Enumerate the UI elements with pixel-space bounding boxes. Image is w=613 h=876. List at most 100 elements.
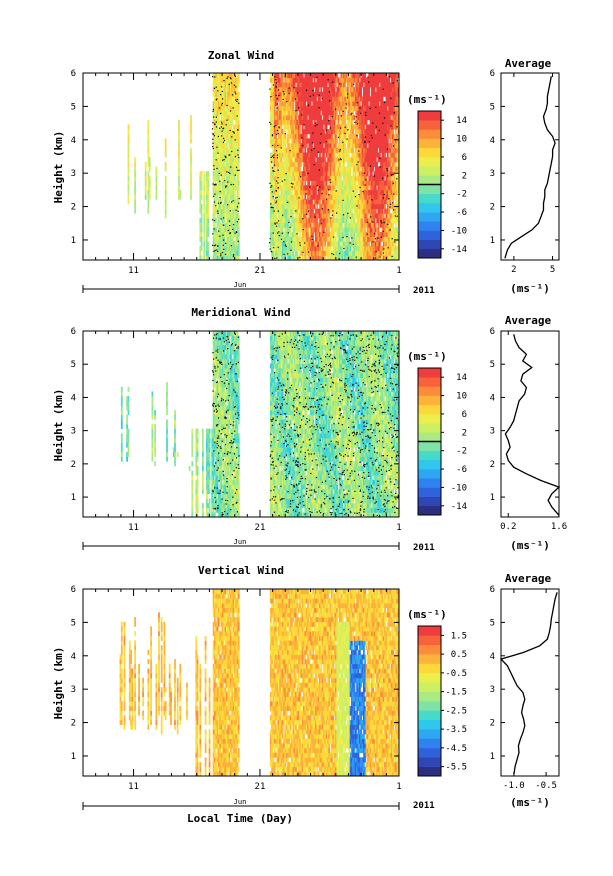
heatmap-cell <box>359 96 361 102</box>
heatmap-cell <box>305 143 308 149</box>
heatmap-cell <box>320 166 323 172</box>
heatmap-cell <box>312 217 315 223</box>
heatmap-cell <box>353 138 356 144</box>
heatmap-cell <box>366 101 369 107</box>
heatmap-cell <box>325 96 328 102</box>
heatmap-cell <box>287 185 289 191</box>
heatmap-cell <box>283 110 285 116</box>
heatmap-cell <box>212 105 215 111</box>
heatmap-cell <box>305 129 308 135</box>
heatmap-cell <box>369 147 372 153</box>
contour-dot <box>345 107 347 109</box>
heatmap-cell <box>400 195 402 200</box>
heatmap-cell <box>237 231 240 237</box>
heatmap-cell <box>347 161 349 167</box>
heatmap-cell <box>370 82 373 88</box>
heatmap-cell <box>319 110 321 116</box>
heatmap-cell <box>275 194 277 200</box>
heatmap-cell <box>309 231 312 237</box>
contour-dot <box>269 248 271 250</box>
heatmap-cell <box>226 133 228 139</box>
heatmap-cell <box>311 133 313 139</box>
heatmap-cell <box>340 199 343 205</box>
heatmap-cell <box>359 175 361 181</box>
contour-dot <box>229 232 231 234</box>
heatmap-cell <box>276 246 279 252</box>
heatmap-cell <box>215 77 218 83</box>
heatmap-cell <box>296 171 299 177</box>
heatmap-cell <box>273 171 276 177</box>
heatmap-cell <box>272 115 275 121</box>
heatmap-cell <box>333 157 336 163</box>
heatmap-cell <box>296 231 299 237</box>
heatmap-cell <box>320 138 323 144</box>
heatmap-cell <box>394 129 397 135</box>
heatmap-cell <box>214 129 216 135</box>
heatmap-cell <box>378 246 381 252</box>
heatmap-cell <box>392 185 394 191</box>
heatmap-cell <box>220 96 223 102</box>
heatmap-cell <box>222 91 224 97</box>
contour-dot <box>225 253 227 255</box>
heatmap-cell <box>303 143 305 149</box>
heatmap-cell <box>307 241 309 247</box>
heatmap-cell <box>344 199 347 205</box>
heatmap-cell <box>386 222 389 228</box>
heatmap-cell <box>343 241 345 247</box>
heatmap-cell <box>323 236 325 242</box>
heatmap-cell <box>228 231 231 237</box>
heatmap-cell <box>295 255 297 260</box>
heatmap-cell <box>365 101 368 107</box>
heatmap-cell <box>345 171 348 177</box>
heatmap-cell <box>370 203 373 209</box>
heatmap-cell <box>324 96 327 102</box>
heatmap-cell <box>305 124 308 130</box>
heatmap-cell <box>232 185 235 191</box>
heatmap-cell <box>284 124 287 130</box>
heatmap-cell <box>308 147 311 153</box>
heatmap-cell <box>235 157 238 163</box>
heatmap-cell <box>304 213 307 219</box>
heatmap-cell <box>376 119 379 125</box>
heatmap-cell <box>212 180 215 186</box>
heatmap-cell <box>281 213 284 219</box>
heatmap-cell <box>220 129 223 135</box>
heatmap-cell <box>336 241 339 247</box>
heatmap-cell <box>231 255 234 260</box>
heatmap-cell <box>335 203 337 209</box>
heatmap-cell <box>400 176 402 181</box>
heatmap-cell <box>218 105 220 111</box>
heatmap-cell <box>297 236 300 242</box>
heatmap-cell <box>273 166 276 172</box>
heatmap-cell <box>220 236 223 242</box>
heatmap-cell <box>219 77 222 83</box>
heatmap-cell <box>345 231 348 237</box>
contour-dot <box>302 144 304 147</box>
heatmap-cell <box>344 133 347 139</box>
contour-dot <box>353 83 355 85</box>
heatmap-cell <box>215 227 218 233</box>
heatmap-cell <box>361 124 364 130</box>
heatmap-cell <box>227 157 230 163</box>
heatmap-cell <box>164 185 167 191</box>
heatmap-cell <box>271 222 273 228</box>
heatmap-cell <box>370 133 373 139</box>
heatmap-cell <box>288 129 291 135</box>
heatmap-cell <box>276 77 279 83</box>
heatmap-cell <box>269 166 272 172</box>
heatmap-cell <box>385 250 388 256</box>
heatmap-cell <box>390 129 393 135</box>
heatmap-cell <box>299 241 301 247</box>
heatmap-cell <box>236 73 239 79</box>
heatmap-cell <box>299 189 301 195</box>
heatmap-cell <box>299 101 301 107</box>
heatmap-cell <box>384 110 386 116</box>
heatmap-cell <box>327 119 329 125</box>
heatmap-cell <box>369 194 372 200</box>
contour-dot <box>390 174 393 176</box>
heatmap-cell <box>376 77 379 83</box>
heatmap-cell <box>325 250 328 256</box>
heatmap-cell <box>309 133 312 139</box>
heatmap-cell <box>364 199 367 205</box>
heatmap-cell <box>381 105 384 111</box>
